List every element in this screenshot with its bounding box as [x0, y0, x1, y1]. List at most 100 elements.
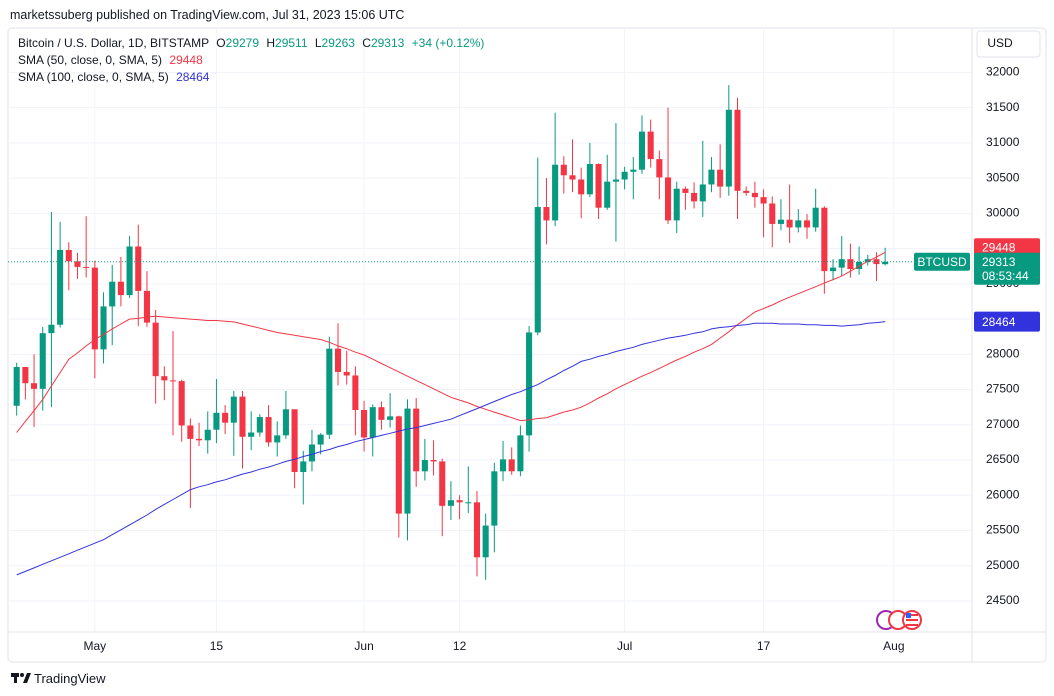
candle-body [691, 192, 698, 202]
candle-body [656, 159, 663, 178]
candle-body [699, 184, 706, 202]
candle-body [13, 367, 20, 406]
y-tick-label: 32000 [986, 65, 1020, 79]
x-tick-label: May [84, 639, 107, 653]
legend-main: Bitcoin / U.S. Dollar, 1D, BITSTAMP O292… [18, 36, 484, 50]
y-tick-label: 26000 [986, 487, 1020, 501]
currency-button[interactable] [976, 30, 1041, 58]
y-tick-label: 27000 [986, 417, 1020, 431]
candle-body [117, 281, 124, 296]
candle-body [604, 181, 611, 208]
candle-body [491, 471, 498, 526]
legend-sma50: SMA (50, close, 0, SMA, 5) 29448 [18, 53, 203, 67]
candle-body [239, 396, 246, 437]
candle-body [873, 259, 880, 265]
x-tick-label: Jul [617, 639, 632, 653]
candle-body [143, 290, 150, 323]
sma-line [16, 321, 886, 576]
candle-body [39, 333, 46, 389]
candle-body [847, 259, 854, 270]
candle-body [291, 409, 298, 473]
brand-logo [11, 673, 31, 683]
y-tick-label: 30000 [986, 206, 1020, 220]
candle-body [169, 380, 177, 382]
candle-body [560, 164, 567, 176]
y-tick-label: 27500 [986, 382, 1020, 396]
candle-body [109, 281, 116, 307]
candle-body [882, 261, 889, 265]
candle-body [404, 408, 411, 514]
x-tick-label: 15 [210, 639, 224, 653]
candle-body [743, 190, 750, 193]
candle-body [812, 207, 819, 228]
axes: 24500 25000 25500 26000 26500 27000 27500 28000… [84, 65, 1040, 653]
candle-body [222, 412, 229, 423]
symbol-label: BTCUSD [917, 255, 967, 269]
candle-body [508, 459, 515, 472]
candle-body [638, 131, 646, 170]
candle-body [447, 500, 454, 506]
candle-body [256, 417, 263, 433]
candle-body [74, 261, 81, 267]
candle-body [673, 188, 680, 221]
candle-body [864, 259, 871, 262]
candle-body [769, 203, 776, 224]
sma-price-label: 28464 [982, 315, 1016, 329]
candle-body [499, 459, 507, 472]
candle-body [334, 348, 342, 372]
candle-body [421, 460, 428, 472]
candle-body [621, 171, 628, 180]
candle-body [48, 324, 55, 334]
candle-body [83, 266, 90, 268]
change: +34 (+0.12%) [411, 36, 485, 50]
candle-body [22, 367, 29, 384]
legend-name: SMA (50, close, 0, SMA, 5) [18, 53, 163, 67]
currency[interactable]: USD [987, 36, 1013, 50]
candle-body [213, 412, 220, 430]
legend-sma100: SMA (100, close, 0, SMA, 5) 28464 [18, 70, 209, 84]
candle-body [777, 219, 784, 224]
candle-body [265, 417, 272, 443]
ohlc-label: C [362, 36, 371, 50]
candle-body [204, 429, 211, 441]
y-tick-label: 30500 [986, 170, 1020, 184]
candle-body [178, 381, 185, 426]
candle-body [326, 348, 333, 435]
candle-body [569, 175, 576, 180]
ohlc-label: H [266, 36, 276, 50]
candle-body [439, 461, 446, 506]
candle-body [821, 207, 828, 272]
candle-body [526, 332, 533, 436]
candle-body [352, 375, 359, 410]
sma-price-label: 29448 [982, 240, 1016, 254]
candle-body [308, 444, 316, 462]
candle-body [65, 250, 72, 262]
x-tick-label: Aug [883, 639, 904, 653]
candle-body [647, 131, 654, 160]
publisher: marketssuberg published on TradingView.c… [10, 8, 405, 22]
candle-body [248, 432, 255, 437]
panel-border [7, 27, 1047, 663]
candle-body [534, 207, 541, 333]
sma-line [16, 251, 886, 433]
candle-body [552, 164, 559, 221]
ohlc-label: L [314, 36, 322, 50]
candle-body [91, 267, 98, 350]
flag-icons [876, 610, 922, 630]
candle-body [786, 219, 793, 228]
symbol-box [914, 252, 970, 271]
candle-body [586, 164, 593, 195]
x-tick-label: 17 [757, 639, 771, 653]
candle-body [795, 220, 802, 228]
brand: TradingView [34, 671, 106, 686]
candle-body [317, 434, 324, 445]
candle-body [717, 169, 724, 187]
candle-body [465, 502, 472, 504]
ohlc-value: 29279 [225, 36, 260, 50]
candle-body [517, 435, 524, 472]
candle-body [413, 408, 420, 472]
candle-body [282, 409, 289, 436]
plot [8, 85, 914, 580]
y-tick-label: 24500 [986, 593, 1020, 607]
